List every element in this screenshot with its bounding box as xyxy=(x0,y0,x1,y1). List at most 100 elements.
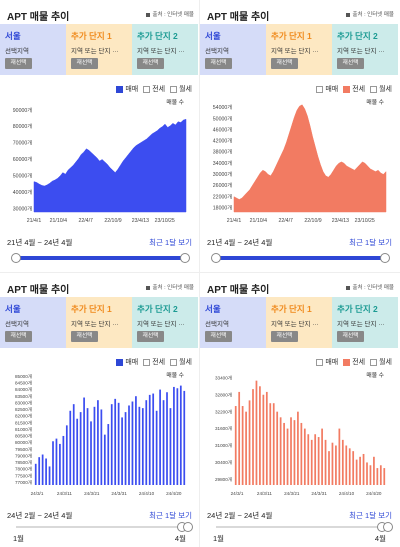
checkbox-icon[interactable] xyxy=(116,85,124,93)
bar xyxy=(124,412,127,485)
x-tick-label: 24/4/20 xyxy=(366,491,382,496)
legend-item-monthly[interactable]: 월세 xyxy=(170,357,192,367)
region-card-name: 추가 단지 2 xyxy=(137,304,178,314)
bar xyxy=(314,434,317,485)
bar xyxy=(141,408,144,485)
region-card-main[interactable]: 서울 선택지역 재선택 xyxy=(0,24,66,75)
checkbox-icon[interactable] xyxy=(170,358,178,366)
checkbox-icon[interactable] xyxy=(343,85,351,93)
reselect-button[interactable]: 재선택 xyxy=(5,331,32,342)
checkbox-icon[interactable] xyxy=(370,358,378,366)
range-slider-end-handle[interactable] xyxy=(180,253,190,263)
checkbox-icon[interactable] xyxy=(316,85,324,93)
region-card-sub: 선택지역 xyxy=(5,48,29,55)
bar xyxy=(290,417,292,485)
region-card-sub: 지역 또는 단지 ··· xyxy=(71,321,119,328)
range-slider-end-handle[interactable] xyxy=(183,522,193,532)
x-tick-label: 23/10/25 xyxy=(155,218,175,224)
trend-panel: APT 매물 추이 출처 : 인터넷 매물 서울 선택지역 재선택 추가 단지 … xyxy=(0,273,198,545)
y-tick-label: 31000개 xyxy=(215,442,232,449)
region-card-extra-2[interactable]: 추가 단지 2 지역 또는 단지 ··· 재선택 xyxy=(332,24,398,75)
recent-month-link[interactable]: 최근 1달 보기 xyxy=(149,238,192,247)
range-slider-start-handle[interactable] xyxy=(211,253,221,263)
y-tick-label: 32200개 xyxy=(215,408,232,415)
y-tick-label: 81500개 xyxy=(15,419,32,426)
legend-item-jeonse[interactable]: 전세 xyxy=(343,84,365,94)
legend-item-monthly[interactable]: 월세 xyxy=(370,84,392,94)
bar xyxy=(269,403,272,485)
region-card-extra-2[interactable]: 추가 단지 2 지역 또는 단지 ··· 재선택 xyxy=(132,297,198,348)
legend-item-sale[interactable]: 매매 xyxy=(116,84,138,94)
area-series xyxy=(233,104,387,213)
checkbox-icon[interactable] xyxy=(143,85,151,93)
range-slider-start-handle[interactable] xyxy=(11,253,21,263)
region-card-main[interactable]: 서울 선택지역 재선택 xyxy=(200,297,266,348)
region-card-extra-1[interactable]: 추가 단지 1 지역 또는 단지 ··· 재선택 xyxy=(66,24,132,75)
deal-type-legend: 매매 전세 월세 xyxy=(116,84,192,94)
bar xyxy=(259,386,261,485)
range-slider-end-handle[interactable] xyxy=(380,253,390,263)
range-slider-track[interactable] xyxy=(16,526,185,528)
region-card-main[interactable]: 서울 선택지역 재선택 xyxy=(0,297,66,348)
region-card-extra-1[interactable]: 추가 단지 1 지역 또는 단지 ··· 재선택 xyxy=(66,297,132,348)
bar xyxy=(303,428,306,485)
date-range-label: 21년 4월 ~ 24년 4월 xyxy=(7,238,73,247)
checkbox-icon[interactable] xyxy=(316,358,324,366)
bar xyxy=(335,445,337,485)
reselect-button[interactable]: 재선택 xyxy=(137,58,164,69)
region-card-sub: 선택지역 xyxy=(205,48,229,55)
bar xyxy=(328,451,330,485)
bar xyxy=(265,391,268,485)
x-tick-label: 24/3/21 xyxy=(284,491,300,496)
checkbox-icon[interactable] xyxy=(170,85,178,93)
bar xyxy=(41,454,44,485)
legend-item-jeonse[interactable]: 전세 xyxy=(143,357,165,367)
range-slider-track[interactable] xyxy=(216,526,385,528)
legend-item-sale[interactable]: 매매 xyxy=(316,84,338,94)
reselect-button[interactable]: 재선택 xyxy=(271,58,298,69)
bar xyxy=(279,417,282,485)
region-card-extra-2[interactable]: 추가 단지 2 지역 또는 단지 ··· 재선택 xyxy=(132,24,198,75)
reselect-button[interactable]: 재선택 xyxy=(71,58,98,69)
bar xyxy=(262,394,265,485)
region-card-main[interactable]: 서울 선택지역 재선택 xyxy=(200,24,266,75)
region-card-extra-2[interactable]: 추가 단지 2 지역 또는 단지 ··· 재선택 xyxy=(332,297,398,348)
bar xyxy=(179,385,182,485)
checkbox-icon[interactable] xyxy=(343,358,351,366)
y-tick-label: 82500개 xyxy=(15,406,32,413)
y-tick-label: 78500개 xyxy=(15,459,32,466)
checkbox-icon[interactable] xyxy=(370,85,378,93)
panel-title: APT 매물 추이 xyxy=(207,285,270,296)
recent-month-link[interactable]: 최근 1달 보기 xyxy=(149,511,192,520)
region-card-name: 추가 단지 2 xyxy=(137,31,178,41)
reselect-button[interactable]: 재선택 xyxy=(5,58,32,69)
region-card-extra-1[interactable]: 추가 단지 1 지역 또는 단지 ··· 재선택 xyxy=(266,297,332,348)
reselect-button[interactable]: 재선택 xyxy=(137,331,164,342)
range-slider-track[interactable] xyxy=(216,256,385,260)
legend-item-jeonse[interactable]: 전세 xyxy=(343,357,365,367)
recent-month-link[interactable]: 최근 1달 보기 xyxy=(349,511,392,520)
range-slider-track[interactable] xyxy=(16,256,185,260)
checkbox-icon[interactable] xyxy=(116,358,124,366)
legend-item-monthly[interactable]: 월세 xyxy=(170,84,192,94)
range-slider-end-handle[interactable] xyxy=(383,522,393,532)
legend-item-jeonse[interactable]: 전세 xyxy=(143,84,165,94)
checkbox-icon[interactable] xyxy=(143,358,151,366)
reselect-button[interactable]: 재선택 xyxy=(205,58,232,69)
reselect-button[interactable]: 재선택 xyxy=(205,331,232,342)
reselect-button[interactable]: 재선택 xyxy=(337,58,364,69)
recent-month-link[interactable]: 최근 1달 보기 xyxy=(349,238,392,247)
y-tick-label: 78000개 xyxy=(15,466,32,473)
bar xyxy=(152,393,155,485)
bar xyxy=(86,408,89,485)
region-card-extra-1[interactable]: 추가 단지 1 지역 또는 단지 ··· 재선택 xyxy=(266,24,332,75)
bar xyxy=(238,391,241,485)
legend-item-sale[interactable]: 매매 xyxy=(316,357,338,367)
legend-item-monthly[interactable]: 월세 xyxy=(370,357,392,367)
reselect-button[interactable]: 재선택 xyxy=(71,331,98,342)
reselect-button[interactable]: 재선택 xyxy=(337,331,364,342)
bar xyxy=(72,404,75,485)
trend-panel: APT 매물 추이 출처 : 인터넷 매물 서울 선택지역 재선택 추가 단지 … xyxy=(200,0,398,272)
legend-item-sale[interactable]: 매매 xyxy=(116,357,138,367)
reselect-button[interactable]: 재선택 xyxy=(271,331,298,342)
